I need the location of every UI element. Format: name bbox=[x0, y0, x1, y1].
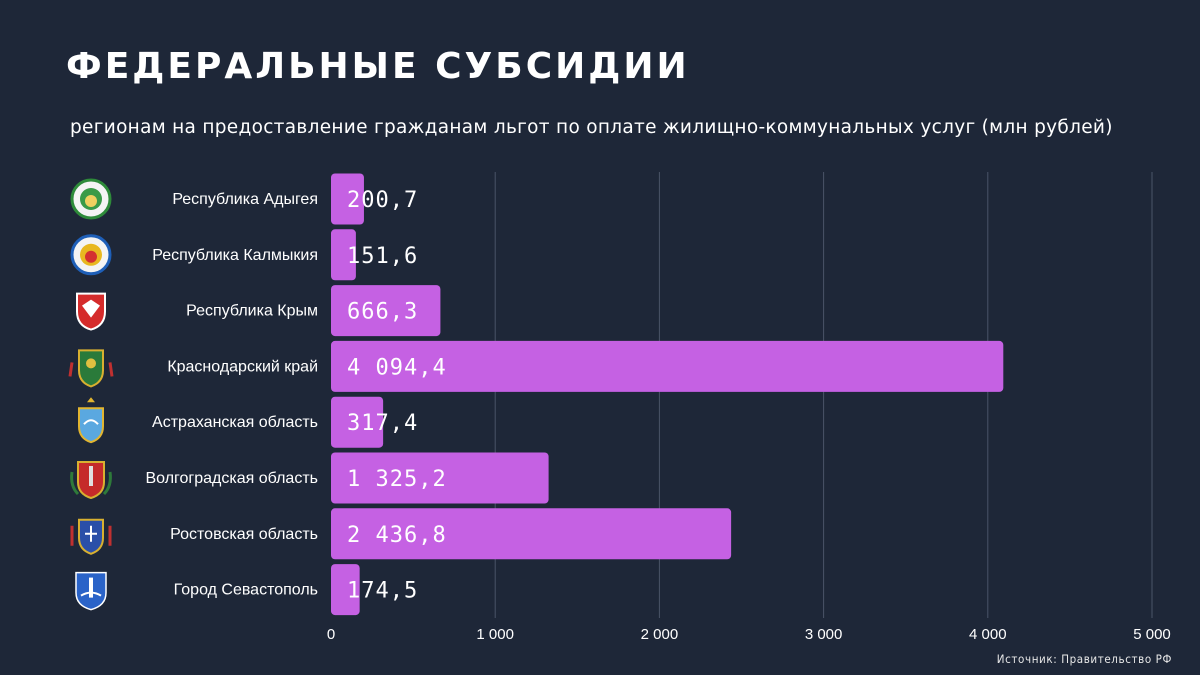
category-label: Краснодарский край bbox=[167, 358, 318, 375]
adygea-coat-of-arms-icon bbox=[70, 178, 112, 220]
chart-subtitle: регионам на предоставление гражданам льг… bbox=[70, 117, 1113, 138]
sevastopol-coat-of-arms-icon bbox=[75, 571, 107, 611]
bar bbox=[331, 340, 1004, 392]
category-label: Волгоградская область bbox=[145, 470, 318, 487]
icon-layer bbox=[68, 178, 114, 611]
value-label: 174,5 bbox=[347, 579, 418, 604]
astrakhan-coat-of-arms-icon bbox=[78, 397, 104, 444]
bar bbox=[331, 229, 356, 281]
x-tick-label: 0 bbox=[327, 626, 335, 643]
value-label: 151,6 bbox=[347, 244, 418, 269]
value-label: 200,7 bbox=[347, 188, 418, 213]
bar bbox=[331, 173, 364, 225]
x-tick-label: 5 000 bbox=[1133, 626, 1171, 643]
bar-layer bbox=[331, 173, 1004, 616]
category-label: Ростовская область bbox=[170, 526, 318, 543]
bar bbox=[331, 396, 384, 448]
value-label: 2 436,8 bbox=[347, 523, 447, 548]
category-label: Город Севастополь bbox=[174, 582, 318, 599]
value-label: 317,4 bbox=[347, 411, 418, 436]
tick-layer: 0 1 000 2 000 3 000 4 000 5 000 bbox=[327, 626, 1171, 643]
x-tick-label: 3 000 bbox=[805, 626, 843, 643]
label-layer: 200,7 Республика Адыгея 151,6 Республика Ка… bbox=[145, 188, 447, 604]
category-label: Республика Адыгея bbox=[172, 191, 318, 208]
value-label: 666,3 bbox=[347, 300, 418, 325]
x-tick-label: 1 000 bbox=[476, 626, 514, 643]
category-label: Республика Крым bbox=[186, 303, 318, 320]
bar bbox=[331, 508, 732, 560]
category-label: Астраханская область bbox=[152, 414, 318, 431]
source-note: Источник: Правительство РФ bbox=[996, 652, 1172, 666]
volgograd-coat-of-arms-icon bbox=[70, 461, 112, 500]
x-tick-label: 4 000 bbox=[969, 626, 1007, 643]
value-label: 1 325,2 bbox=[347, 467, 447, 492]
bar bbox=[331, 452, 549, 504]
x-tick-label: 2 000 bbox=[641, 626, 679, 643]
value-label: 4 094,4 bbox=[347, 355, 447, 380]
crimea-coat-of-arms-icon bbox=[76, 292, 106, 331]
bar bbox=[331, 564, 360, 616]
chart-title: ФЕДЕРАЛЬНЫЕ СУБСИДИИ bbox=[66, 46, 690, 87]
krasnodar-coat-of-arms-icon bbox=[68, 349, 114, 388]
rostov-coat-of-arms-icon bbox=[70, 518, 112, 555]
category-label: Республика Калмыкия bbox=[152, 247, 318, 264]
bar bbox=[331, 285, 441, 337]
kalmykia-coat-of-arms-icon bbox=[70, 234, 112, 276]
